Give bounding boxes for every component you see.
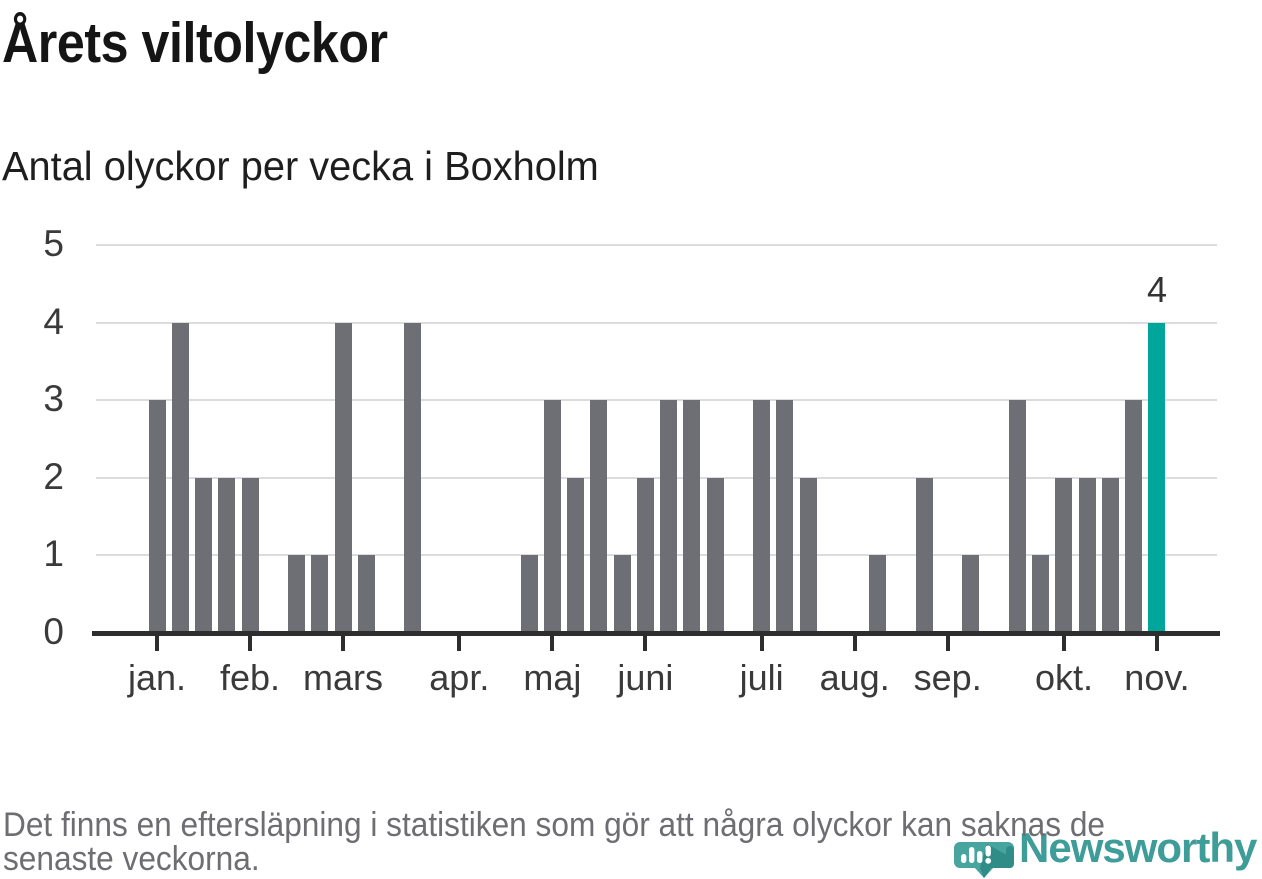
bar-week-38 bbox=[1008, 400, 1026, 633]
x-tick-mars bbox=[341, 636, 346, 651]
bar-week-43 bbox=[1125, 400, 1143, 633]
bar-week-1 bbox=[148, 400, 166, 633]
x-tick-juli bbox=[759, 636, 764, 651]
x-tick-sep bbox=[945, 636, 950, 651]
x-axis-label-juli: juli bbox=[739, 657, 784, 698]
x-tick-maj bbox=[550, 636, 555, 651]
bar-week-20 bbox=[590, 400, 608, 633]
bar-week-34 bbox=[915, 477, 933, 633]
x-axis-label-nov: nov. bbox=[1124, 657, 1190, 698]
bar-week-18 bbox=[543, 400, 561, 633]
x-tick-okt bbox=[1061, 636, 1066, 651]
bar-week-27 bbox=[753, 400, 771, 633]
x-tick-juni bbox=[643, 636, 648, 651]
x-axis-label-aug: aug. bbox=[819, 657, 890, 698]
x-axis-label-maj: maj bbox=[523, 657, 582, 698]
chart-footnote: Det finns en eftersläpning i statistiken… bbox=[3, 806, 1262, 878]
y-axis-label-0: 0 bbox=[43, 611, 64, 652]
y-axis-label-4: 4 bbox=[43, 300, 64, 342]
x-tick-apr bbox=[457, 636, 462, 651]
gridline-y5 bbox=[96, 244, 1217, 246]
x-tick-jan bbox=[155, 636, 159, 651]
gridline-y4 bbox=[96, 321, 1217, 324]
y-axis-label-2: 2 bbox=[43, 455, 64, 497]
bar-week-12 bbox=[404, 322, 422, 633]
x-axis-label-sep: sep. bbox=[913, 657, 982, 698]
bar-week-32 bbox=[869, 555, 887, 633]
bar-week-22 bbox=[636, 477, 654, 633]
y-axis-label-1: 1 bbox=[43, 533, 64, 575]
y-axis-label-3: 3 bbox=[43, 378, 64, 420]
bar-week-7 bbox=[288, 555, 306, 633]
chart-subtitle: Antal olyckor per vecka i Boxholm bbox=[2, 143, 599, 189]
bar-week-28 bbox=[776, 400, 794, 633]
bar-week-10 bbox=[357, 555, 375, 633]
x-axis-label-apr: apr. bbox=[429, 657, 490, 698]
bar-week-23 bbox=[660, 400, 678, 633]
x-axis-label-mars: mars bbox=[303, 657, 384, 698]
bar-week-29 bbox=[799, 477, 817, 633]
bar-week-5 bbox=[241, 477, 259, 633]
gridline-y3 bbox=[96, 399, 1217, 402]
bar-week-41 bbox=[1078, 477, 1096, 633]
bar-week-21 bbox=[613, 555, 631, 633]
bar-week-39 bbox=[1032, 555, 1050, 633]
bar-week-2 bbox=[171, 322, 189, 633]
bar-week-19 bbox=[567, 477, 585, 633]
x-tick-aug bbox=[852, 636, 857, 651]
newsworthy-wordmark: Newsworthy bbox=[1019, 824, 1257, 871]
x-axis-label-juni: juni bbox=[617, 657, 674, 698]
x-tick-feb bbox=[248, 636, 253, 651]
bar-week-4 bbox=[218, 477, 236, 633]
bar-week-25 bbox=[706, 477, 724, 633]
x-axis-label-feb: feb. bbox=[219, 657, 281, 698]
bar-week-8 bbox=[311, 555, 329, 633]
gridline-y1 bbox=[96, 554, 1217, 557]
footnote-line-2: senaste veckorna. bbox=[3, 839, 260, 878]
bar-week-24 bbox=[683, 400, 701, 633]
bar-week-9 bbox=[334, 322, 352, 633]
chart-title: Årets viltolyckor bbox=[2, 11, 388, 75]
y-axis-label-5: 5 bbox=[43, 223, 64, 264]
x-axis-label-jan: jan. bbox=[127, 657, 187, 698]
x-tick-nov bbox=[1154, 636, 1159, 651]
highlight-value-label: 4 bbox=[1146, 268, 1167, 310]
footnote-line-1: Det finns en eftersläpning i statistiken… bbox=[3, 806, 1106, 844]
x-axis-line bbox=[92, 631, 1220, 636]
newsworthy-pin-bar-chart-icon bbox=[954, 842, 1014, 878]
bar-week-3 bbox=[195, 477, 212, 633]
bar-week-40 bbox=[1055, 477, 1073, 633]
bar-week-36 bbox=[962, 555, 980, 633]
bar-week-42 bbox=[1101, 477, 1119, 633]
bar-week-44 bbox=[1148, 322, 1166, 633]
bar-week-17 bbox=[520, 555, 538, 633]
gridline-y2 bbox=[96, 476, 1217, 479]
x-axis-label-okt: okt. bbox=[1034, 657, 1093, 698]
